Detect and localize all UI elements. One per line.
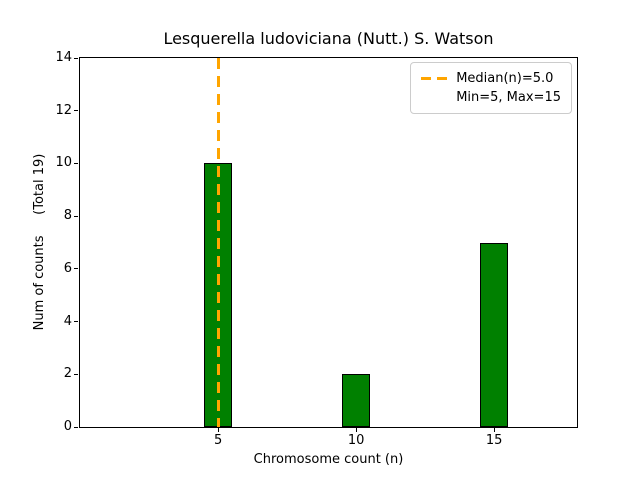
y-tick-label-6: 6 (63, 260, 72, 276)
y-tick-label-2: 2 (63, 366, 72, 382)
y-tick-label-8: 8 (63, 208, 72, 224)
x-tick-mark-5 (217, 428, 219, 432)
y-tick-mark-6 (74, 268, 78, 270)
y-tick-label-10: 10 (55, 155, 72, 171)
y-tick-label-12: 12 (55, 102, 72, 118)
x-tick-mark-15 (493, 428, 495, 432)
y-axis-label: Num of counts (Total 19) (32, 153, 47, 331)
x-tick-label-5: 5 (213, 433, 223, 448)
y-tick-label-14: 14 (55, 50, 72, 65)
bar-x10 (342, 374, 370, 427)
y-tick-label-0: 0 (63, 419, 72, 434)
median-line (216, 58, 220, 427)
legend-label-median: Median(n)=5.0 (456, 71, 554, 86)
y-tick-mark-10 (74, 162, 78, 164)
x-tick-mark-10 (355, 428, 357, 432)
x-axis-label: Chromosome count (n) (253, 452, 404, 467)
orange-dashed-line-icon (421, 77, 449, 80)
bar-x15 (480, 242, 508, 427)
legend-entry-median: Median(n)=5.0 (421, 69, 561, 88)
x-tick-label-15: 15 (485, 433, 503, 448)
legend-entry-minmax: Min=5, Max=15 (421, 88, 561, 107)
legend: Median(n)=5.0 Min=5, Max=15 (410, 62, 572, 114)
y-tick-mark-12 (74, 110, 78, 112)
y-tick-mark-4 (74, 321, 78, 323)
legend-handle-spacer (421, 96, 448, 99)
chart-title: Lesquerella ludoviciana (Nutt.) S. Watso… (163, 29, 494, 48)
y-tick-mark-8 (74, 215, 78, 217)
legend-label-minmax: Min=5, Max=15 (456, 90, 561, 105)
y-tick-mark-14 (74, 57, 78, 59)
plot-area: Median(n)=5.0 Min=5, Max=15 (79, 57, 578, 428)
x-tick-label-10: 10 (347, 433, 365, 448)
y-tick-mark-2 (74, 373, 78, 375)
y-tick-label-4: 4 (63, 313, 72, 329)
y-tick-mark-0 (74, 426, 78, 428)
